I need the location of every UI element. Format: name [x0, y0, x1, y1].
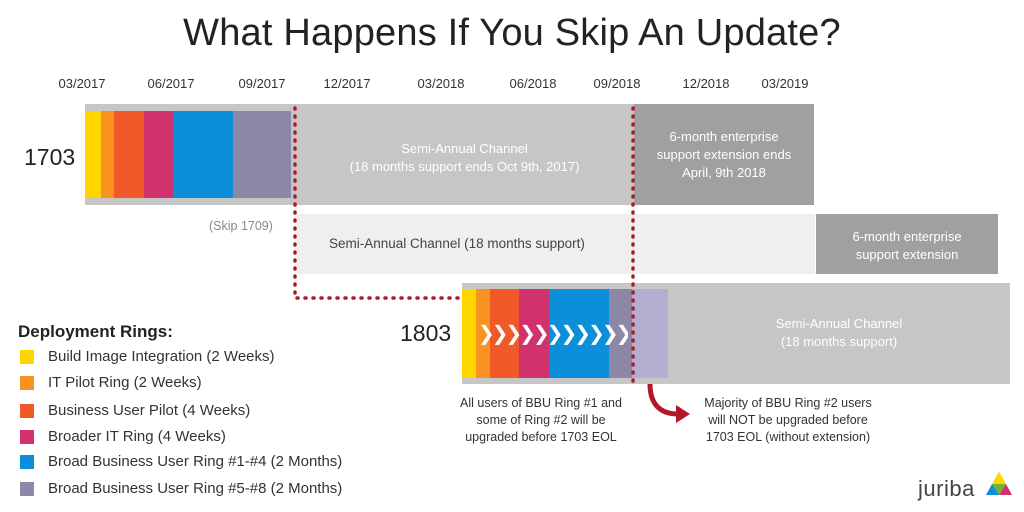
sac-text-line: Semi-Annual Channel	[401, 141, 528, 156]
ext-1709-text-line: support extension	[855, 247, 959, 262]
sac-text-line: (18 months support ends Oct 9th, 2017)	[349, 159, 580, 174]
ring-segment-broader-it	[144, 111, 173, 198]
ring-segment-broader-it	[519, 289, 549, 378]
timeline-tick: 12/2017	[323, 76, 371, 91]
sac-1803-text-line: Semi-Annual Channel	[775, 316, 903, 331]
juriba-logo-icon	[986, 472, 1012, 495]
release-1703-rings-bar	[85, 104, 295, 205]
legend-swatch	[20, 403, 34, 418]
release-1709-extension-band: 6-month enterprise support extension	[816, 214, 998, 274]
timeline-tick: 12/2018	[682, 76, 730, 91]
timeline-tick: 06/2018	[509, 76, 557, 91]
note-line: upgraded before 1703 EOL	[465, 430, 617, 444]
legend-swatch	[20, 429, 34, 444]
legend-label: IT Pilot Ring (2 Weeks)	[48, 374, 202, 391]
ext-text-line: support extension ends	[656, 147, 792, 162]
timeline-tick: 03/2019	[761, 76, 809, 91]
legend-item: Broader IT Ring (4 Weeks)	[20, 428, 226, 445]
legend-swatch	[20, 454, 34, 469]
note-line: 1703 EOL (without extension)	[705, 430, 871, 444]
legend-label: Business User Pilot (4 Weeks)	[48, 402, 251, 419]
timeline-tick: 03/2018	[417, 76, 465, 91]
ring-segment-business-pilot	[114, 111, 144, 198]
timeline-tick: 09/2018	[593, 76, 641, 91]
note-line: All users of BBU Ring #1 and	[460, 396, 622, 410]
release-1803-band: ❯❯❯❯❯❯❯❯❯❯❯❯❯ Semi-Annual Channel (18 mo…	[462, 283, 1010, 384]
legend-label: Broad Business User Ring #1-#4 (2 Months…	[48, 453, 343, 470]
note-left: All users of BBU Ring #1 and some of Rin…	[446, 395, 636, 446]
ring-segment-business-pilot	[490, 289, 519, 378]
note-line: will NOT be upgraded before	[708, 413, 868, 427]
legend-label: Build Image Integration (2 Weeks)	[48, 348, 275, 365]
legend-label: Broader IT Ring (4 Weeks)	[48, 428, 226, 445]
ring-segment-it-pilot	[101, 111, 114, 198]
legend-title: Deployment Rings:	[18, 322, 173, 341]
sac-1803-text-line: (18 months support)	[780, 334, 898, 349]
legend-item: Business User Pilot (4 Weeks)	[20, 402, 250, 419]
legend-swatch	[20, 349, 34, 364]
ring-segment-build-image	[462, 289, 476, 378]
legend-item: IT Pilot Ring (2 Weeks)	[20, 374, 202, 391]
ring-segment-bbu-5-8-late	[632, 289, 668, 378]
ext-text-line: 6-month enterprise	[669, 129, 779, 144]
ring-segment-bbu-1-4	[549, 289, 609, 378]
legend-item: Broad Business User Ring #1-#4 (2 Months…	[20, 453, 342, 470]
legend-label: Broad Business User Ring #5-#8 (2 Months…	[48, 480, 343, 497]
logo-wordmark: juriba	[918, 476, 975, 501]
release-1703-sac-band: Semi-Annual Channel (18 months support e…	[295, 104, 634, 205]
timeline-tick: 09/2017	[238, 76, 286, 91]
release-1709-sac-band: Semi-Annual Channel (18 months support)	[297, 214, 815, 274]
timeline-tick: 06/2017	[147, 76, 195, 91]
release-label-1703: 1703	[24, 144, 76, 170]
note-line: some of Ring #2 will be	[476, 413, 606, 427]
page-title: What Happens If You Skip An Update?	[183, 12, 841, 54]
ext-text-line: April, 9th 2018	[682, 165, 766, 180]
timeline-tick: 03/2017	[58, 76, 106, 91]
legend-swatch	[20, 375, 34, 390]
sac-1709-text: Semi-Annual Channel (18 months support)	[329, 236, 585, 251]
ring-segment-bbu-5-8	[609, 289, 632, 378]
legend-item: Build Image Integration (2 Weeks)	[20, 348, 275, 365]
arrow-head-icon	[676, 405, 690, 423]
note-line: Majority of BBU Ring #2 users	[704, 396, 872, 410]
legend-item: Broad Business User Ring #5-#8 (2 Months…	[20, 480, 342, 497]
ring-segment-bbu-1-4	[173, 111, 233, 198]
release-label-1803: 1803	[400, 320, 452, 346]
note-right: Majority of BBU Ring #2 users will NOT b…	[688, 395, 888, 446]
skip-path-dotted-line	[293, 106, 464, 300]
ring-segment-it-pilot	[476, 289, 490, 378]
release-1703-extension-band: 6-month enterprise support extension end…	[634, 104, 814, 205]
curved-arrow-icon	[647, 383, 679, 417]
ring-segment-build-image	[85, 111, 101, 198]
skip-1709-label: (Skip 1709)	[209, 219, 273, 233]
legend-swatch	[20, 481, 34, 496]
ext-1709-text-line: 6-month enterprise	[852, 229, 962, 244]
ring-segment-bbu-5-8	[233, 111, 291, 198]
